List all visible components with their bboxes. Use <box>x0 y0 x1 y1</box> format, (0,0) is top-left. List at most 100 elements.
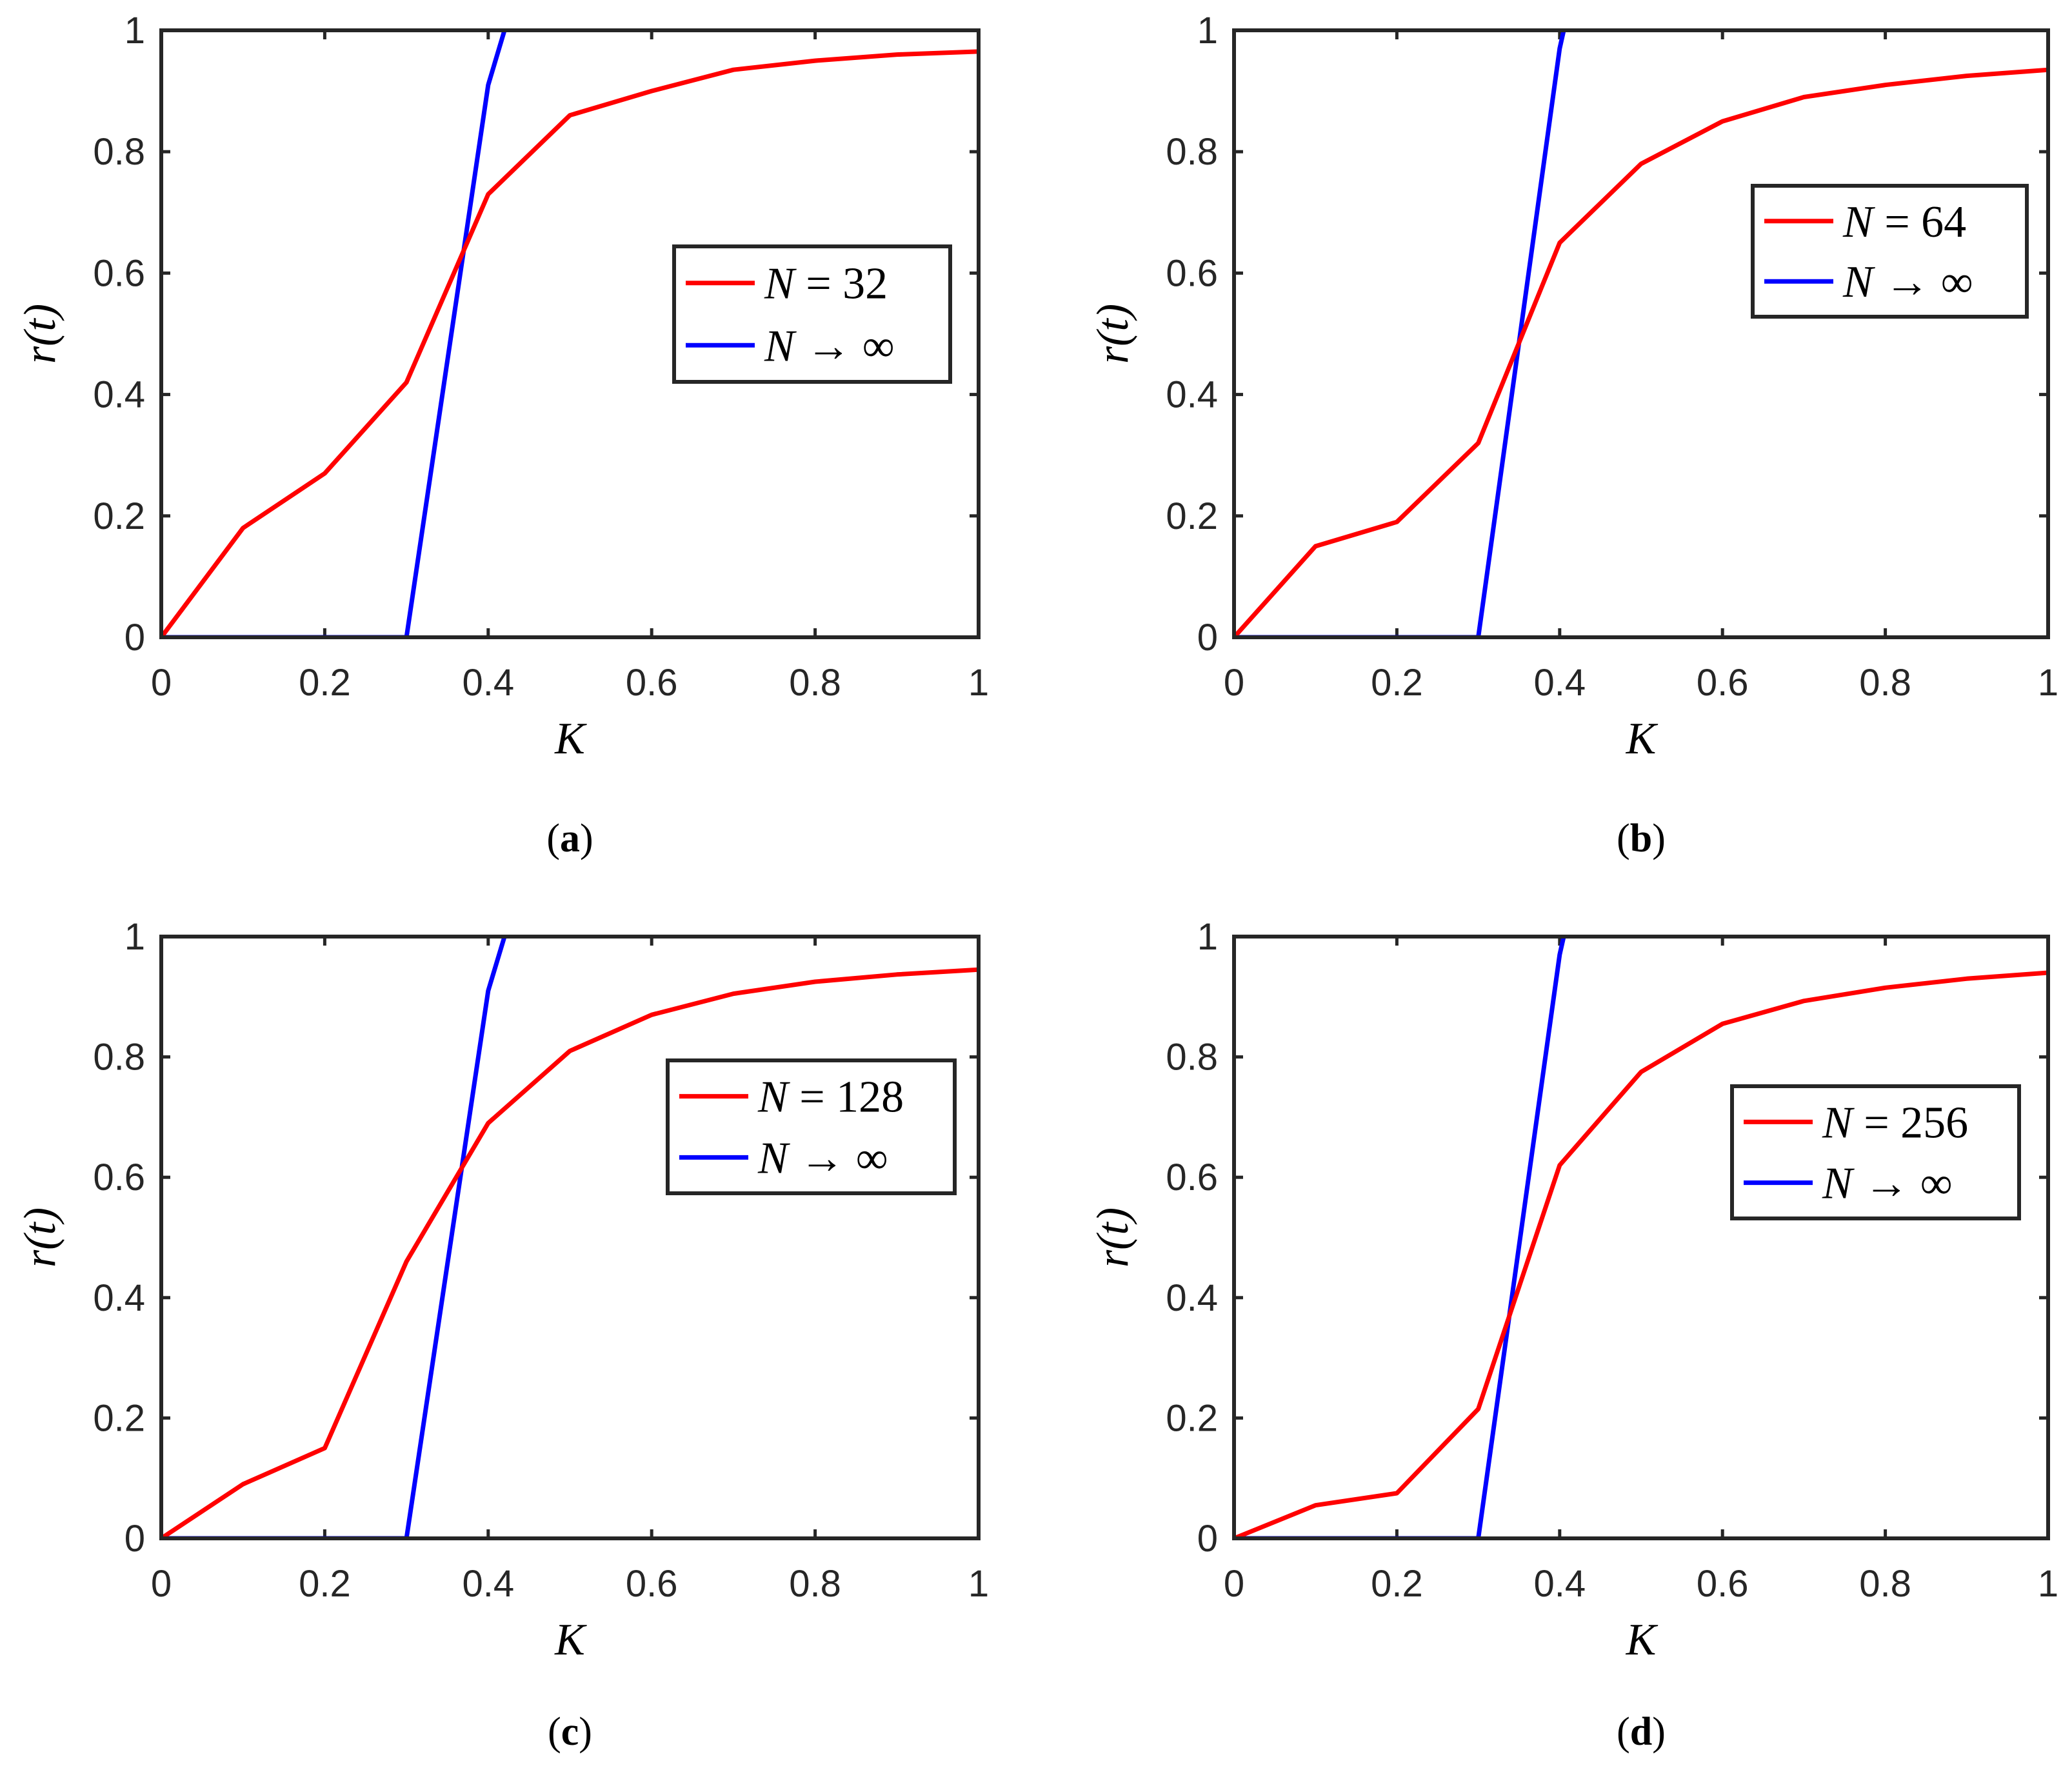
legend-label-infinite-n: N → ∞ <box>764 321 895 371</box>
legend-label-infinite-n: N → ∞ <box>1822 1159 1953 1209</box>
y-axis-label: r(t) <box>1088 1207 1138 1267</box>
x-tick-label: 0.6 <box>1697 1563 1749 1605</box>
panel-caption-letter: b <box>1630 817 1652 860</box>
x-tick-label: 0.8 <box>1859 662 1911 704</box>
axes-box <box>1232 28 2050 639</box>
y-tick-label: 0.8 <box>1166 1037 1218 1078</box>
x-tick-label: 0.4 <box>1533 662 1586 704</box>
plot-area <box>161 937 979 1538</box>
x-tick-label: 0.2 <box>299 1563 351 1605</box>
legend-variable: N <box>1822 1159 1855 1209</box>
legend-label-finite-n: N = 64 <box>1842 197 1966 247</box>
y-tick-label: 1 <box>125 916 145 958</box>
y-tick-label: 0 <box>125 617 145 659</box>
panel-d: 0 0.2 0.4 0.6 0.8 1 0 0.2 0.4 0.6 0.8 1 Kr(t) N = 256… <box>1088 916 2058 1754</box>
x-tick-label: 0.2 <box>1371 662 1423 704</box>
panel-caption-letter: d <box>1630 1710 1652 1754</box>
legend-variable: N <box>757 1073 790 1122</box>
axes-box <box>1232 935 2050 1540</box>
panel-caption-letter: a <box>560 817 580 860</box>
legend-label-infinite-n: N → ∞ <box>1842 257 1973 307</box>
y-tick-label: 0 <box>1197 1518 1218 1560</box>
series-line-finite-n <box>161 967 979 1540</box>
x-tick-label: 0.4 <box>462 662 514 704</box>
legend-relation: → ∞ <box>788 1133 888 1183</box>
y-tick-label: 0.6 <box>1166 1157 1218 1198</box>
y-tick-label: 0.8 <box>1166 131 1218 173</box>
x-axis-label: K <box>554 714 587 764</box>
y-tick-label: 1 <box>1197 10 1218 52</box>
x-tick-label: 1 <box>968 662 989 704</box>
x-axis-label: K <box>554 1615 587 1665</box>
panel-c: 0 0.2 0.4 0.6 0.8 1 0 0.2 0.4 0.6 0.8 1 Kr(t) N = 128… <box>15 916 989 1754</box>
x-axis-label: K <box>1626 1615 1659 1665</box>
legend: N = 64N → ∞ <box>1751 184 2029 319</box>
legend-box <box>1730 1084 2021 1220</box>
y-axis-label: r(t) <box>15 1207 65 1267</box>
axes-box <box>159 28 981 639</box>
y-tick-label: 0 <box>1197 617 1218 659</box>
legend-variable: N <box>1842 257 1875 307</box>
y-tick-label: 0.4 <box>93 374 145 416</box>
legend-relation: → ∞ <box>1873 257 1973 307</box>
y-tick-label: 0.4 <box>1166 374 1218 416</box>
y-tick-label: 1 <box>1197 916 1218 958</box>
x-tick-label: 0.4 <box>462 1563 514 1605</box>
panel-caption: (b) <box>1617 817 1666 860</box>
panel-caption: (c) <box>548 1710 592 1754</box>
y-tick-label: 0 <box>125 1518 145 1560</box>
y-tick-label: 0.8 <box>93 131 145 173</box>
series-line-finite-n <box>1234 970 2048 1540</box>
x-tick-label: 0.6 <box>626 1563 678 1605</box>
legend-variable: N <box>764 259 797 309</box>
legend-box <box>1751 184 2029 319</box>
y-tick-label: 0.4 <box>1166 1277 1218 1319</box>
x-tick-label: 0.2 <box>299 662 351 704</box>
y-tick-label: 0.6 <box>93 1157 145 1198</box>
legend-relation: = 128 <box>788 1073 904 1122</box>
x-tick-label: 0.6 <box>626 662 678 704</box>
panel-caption-letter: c <box>561 1710 579 1754</box>
legend-label-finite-n: N = 256 <box>1822 1098 1968 1147</box>
plot-area <box>1234 30 2048 637</box>
legend-relation: = 64 <box>1873 197 1966 247</box>
legend-label-finite-n: N = 128 <box>757 1073 904 1122</box>
plot-area <box>1234 937 2048 1538</box>
legend-label-finite-n: N = 32 <box>764 259 888 309</box>
x-tick-label: 0.4 <box>1533 1563 1586 1605</box>
legend-box <box>666 1058 957 1195</box>
legend-label-infinite-n: N → ∞ <box>757 1133 888 1183</box>
y-tick-label: 0.2 <box>93 495 145 537</box>
x-tick-label: 1 <box>2038 1563 2058 1605</box>
y-tick-label: 0.8 <box>93 1037 145 1078</box>
y-axis-label: r(t) <box>15 304 65 364</box>
y-tick-label: 0.2 <box>93 1397 145 1439</box>
legend: N = 256 N → ∞ <box>1730 1084 2021 1220</box>
x-tick-label: 0.6 <box>1697 662 1749 704</box>
x-tick-label: 1 <box>968 1563 989 1605</box>
legend: N = 32 N → ∞ <box>672 244 952 384</box>
x-tick-label: 0.2 <box>1371 1563 1423 1605</box>
x-tick-label: 0 <box>1224 1563 1244 1605</box>
x-axis-label: K <box>1626 714 1659 764</box>
y-tick-label: 0.2 <box>1166 1397 1218 1439</box>
legend-variable: N <box>1842 197 1875 247</box>
x-tick-label: 0 <box>1224 662 1244 704</box>
legend-box <box>672 244 952 384</box>
y-tick-label: 0.4 <box>93 1277 145 1319</box>
legend-variable: N <box>1822 1098 1855 1147</box>
x-tick-label: 0 <box>151 1563 172 1605</box>
y-tick-label: 1 <box>125 10 145 52</box>
y-tick-label: 0.2 <box>1166 495 1218 537</box>
legend-relation: = 256 <box>1853 1098 1968 1147</box>
legend-relation: = 32 <box>795 259 888 309</box>
x-tick-label: 1 <box>2038 662 2058 704</box>
x-tick-label: 0 <box>151 662 172 704</box>
x-tick-label: 0.8 <box>1859 1563 1911 1605</box>
axes-box <box>159 935 981 1540</box>
y-tick-label: 0.6 <box>1166 252 1218 294</box>
